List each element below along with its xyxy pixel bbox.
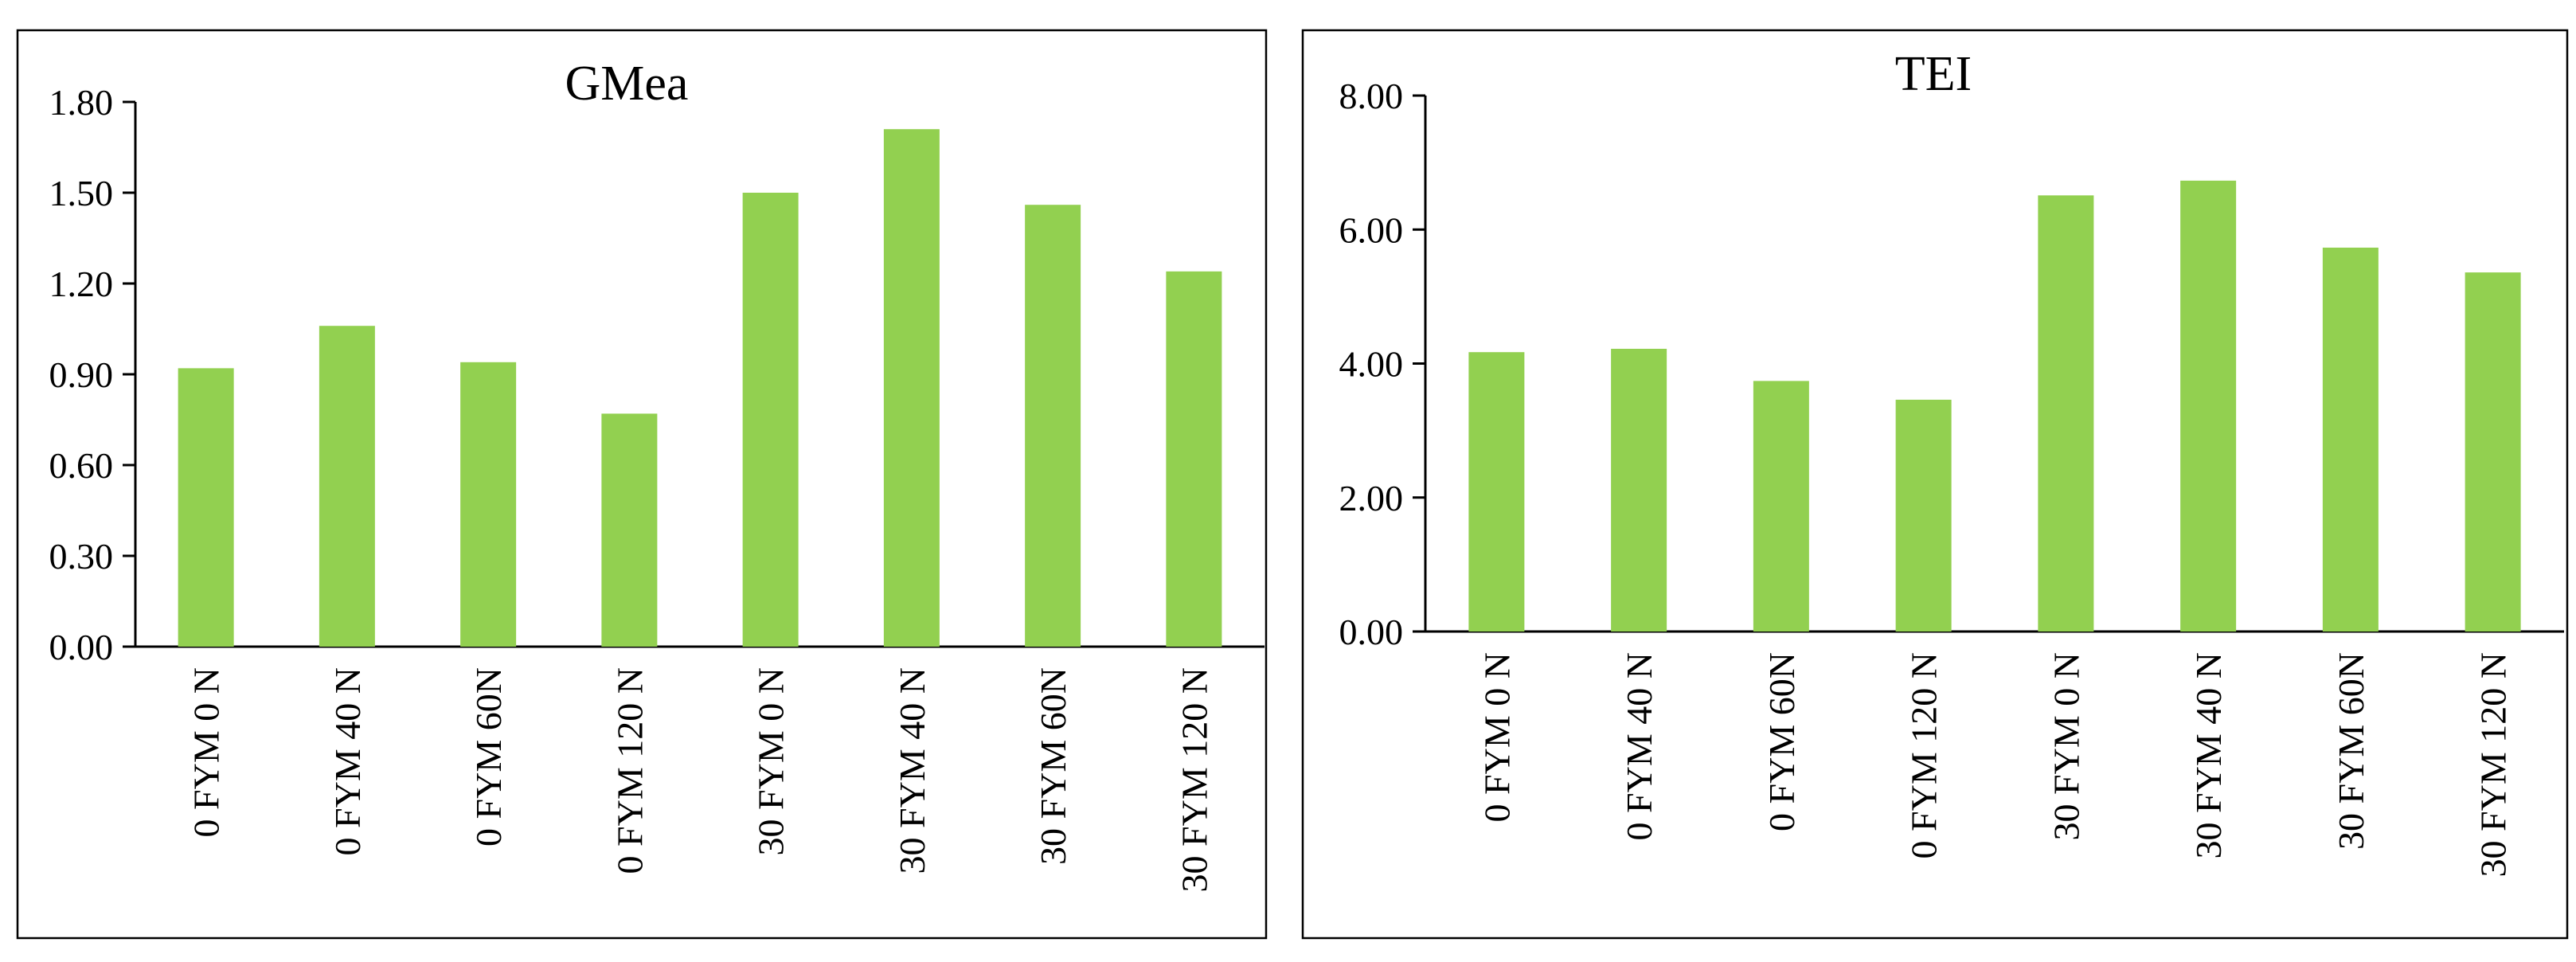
x-tick-label: 0 FYM 60N xyxy=(468,667,509,847)
y-tick-label: 0.90 xyxy=(49,354,114,395)
y-ticks: 0.00 0.30 0.60 0.90 1.20 1.50 1.80 xyxy=(49,82,135,667)
y-tick-label: 8.00 xyxy=(1339,76,1404,116)
x-tick-label: 30 FYM 60N xyxy=(1033,667,1073,865)
bar xyxy=(2180,180,2237,632)
x-tick-label: 0 FYM 120 N xyxy=(1904,652,1945,858)
y-ticks: 0.00 2.00 4.00 6.00 8.00 xyxy=(1339,76,1425,652)
x-tick-labels: 0 FYM 0 N 0 FYM 40 N 0 FYM 60N 0 FYM 120 N 3… xyxy=(186,667,1215,892)
x-tick-label: 0 FYM 40 N xyxy=(327,667,368,855)
y-tick-label: 0.00 xyxy=(49,627,114,667)
bar xyxy=(883,129,940,647)
bar xyxy=(1753,381,1809,632)
bar xyxy=(2465,272,2521,632)
bar xyxy=(1611,348,1667,632)
chart-title: TEI xyxy=(1895,47,1972,101)
bar xyxy=(2038,195,2094,632)
bar xyxy=(601,413,658,647)
y-tick-label: 1.80 xyxy=(49,82,114,123)
x-tick-label: 0 FYM 0 N xyxy=(1476,652,1517,822)
y-tick-label: 4.00 xyxy=(1339,344,1404,385)
y-tick-label: 1.20 xyxy=(49,264,114,304)
bar xyxy=(1895,399,1952,632)
bars xyxy=(1468,180,2521,632)
y-tick-label: 0.30 xyxy=(49,536,114,577)
x-tick-label: 30 FYM 120 N xyxy=(2473,652,2514,877)
bars xyxy=(178,129,1222,647)
bar xyxy=(178,368,234,647)
chart-panel-gmea: GMea 0.00 0.30 0.60 0.90 1.20 1.50 1.80 0 FYM … xyxy=(16,29,1268,940)
x-tick-label: 30 FYM 120 N xyxy=(1174,667,1214,892)
x-tick-labels: 0 FYM 0 N 0 FYM 40 N 0 FYM 60N 0 FYM 120 N 3… xyxy=(1476,652,2513,877)
x-tick-label: 0 FYM 60N xyxy=(1761,652,1802,831)
bar xyxy=(319,326,375,647)
x-tick-label: 0 FYM 0 N xyxy=(186,667,227,837)
y-tick-label: 0.00 xyxy=(1339,612,1404,652)
bar xyxy=(1166,271,1222,647)
x-tick-label: 30 FYM 40 N xyxy=(892,667,932,874)
y-tick-label: 2.00 xyxy=(1339,478,1404,518)
x-tick-label: 0 FYM 120 N xyxy=(609,667,650,874)
bar xyxy=(2322,247,2379,632)
x-tick-label: 30 FYM 0 N xyxy=(751,667,792,855)
x-tick-label: 30 FYM 60N xyxy=(2331,652,2371,850)
y-tick-label: 6.00 xyxy=(1339,209,1404,250)
bar xyxy=(1468,352,1525,632)
bar xyxy=(742,193,799,647)
x-tick-label: 0 FYM 40 N xyxy=(1619,652,1659,840)
chart-title: GMea xyxy=(565,57,689,111)
y-tick-label: 0.60 xyxy=(49,445,114,486)
x-tick-label: 30 FYM 40 N xyxy=(2188,652,2229,858)
bar xyxy=(460,362,517,647)
bar xyxy=(1025,205,1081,647)
y-tick-label: 1.50 xyxy=(49,173,114,213)
x-tick-label: 30 FYM 0 N xyxy=(2046,652,2086,840)
